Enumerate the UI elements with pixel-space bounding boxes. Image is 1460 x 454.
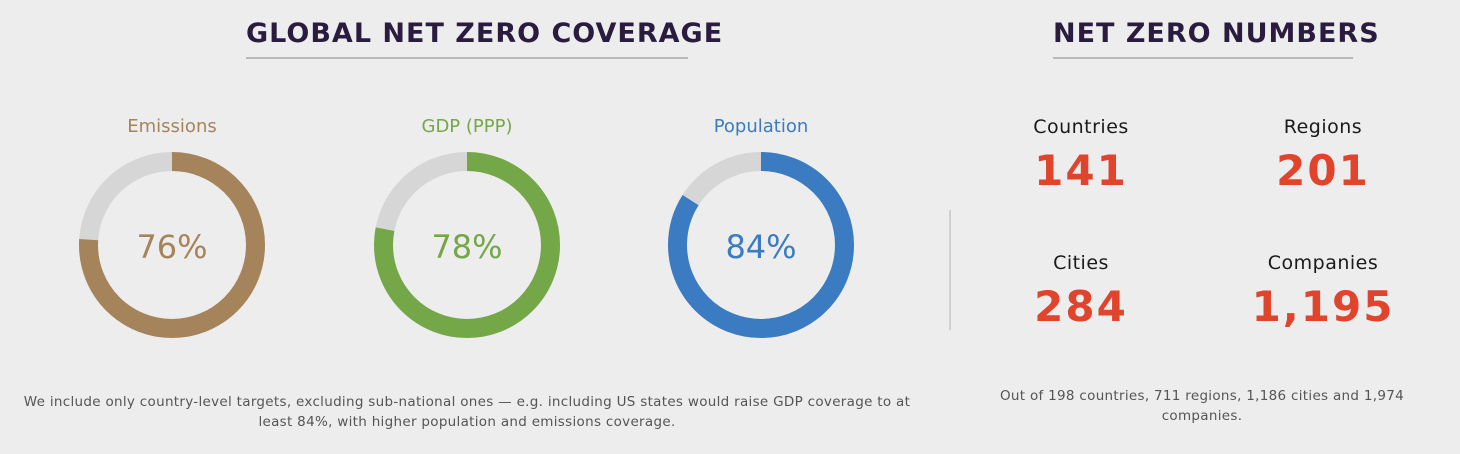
donut-value: 78% <box>431 228 502 266</box>
donut-value: 84% <box>725 228 796 266</box>
population-donut: Population 84% <box>661 112 861 340</box>
population-donut-chart: 84% <box>668 152 854 338</box>
donut-arc <box>79 152 265 338</box>
stat-regions: Regions 201 <box>1223 116 1423 195</box>
stat-label: Companies <box>1267 252 1379 274</box>
section-divider <box>949 210 951 330</box>
emissions-donut: Emissions 76% <box>72 112 272 340</box>
stat-cities: Cities 284 <box>981 252 1181 331</box>
stat-countries: Countries 141 <box>981 116 1181 195</box>
stat-value: 141 <box>1034 146 1128 195</box>
stat-label: Countries <box>1033 116 1129 138</box>
stat-value: 1,195 <box>1251 282 1395 331</box>
donut-label: Population <box>713 116 809 137</box>
stat-companies: Companies 1,195 <box>1223 252 1423 331</box>
gdp-donut: GDP (PPP) 78% <box>367 112 567 340</box>
stat-value: 284 <box>1034 282 1128 331</box>
numbers-title: NET ZERO NUMBERS <box>1053 18 1379 59</box>
donut-arc <box>668 152 854 338</box>
coverage-title: GLOBAL NET ZERO COVERAGE <box>246 18 722 59</box>
donut-arc <box>374 152 560 338</box>
stat-label: Cities <box>1053 252 1109 274</box>
gdp-donut-chart: 78% <box>374 152 560 338</box>
donut-value: 76% <box>136 228 207 266</box>
emissions-donut-chart: 76% <box>79 152 265 338</box>
numbers-footnote: Out of 198 countries, 711 regions, 1,186… <box>999 388 1405 424</box>
donut-label: GDP (PPP) <box>421 116 513 137</box>
coverage-footnote: We include only country-level targets, e… <box>23 394 911 430</box>
stat-label: Regions <box>1283 116 1363 138</box>
donut-label: Emissions <box>127 116 217 137</box>
stat-value: 201 <box>1276 146 1370 195</box>
